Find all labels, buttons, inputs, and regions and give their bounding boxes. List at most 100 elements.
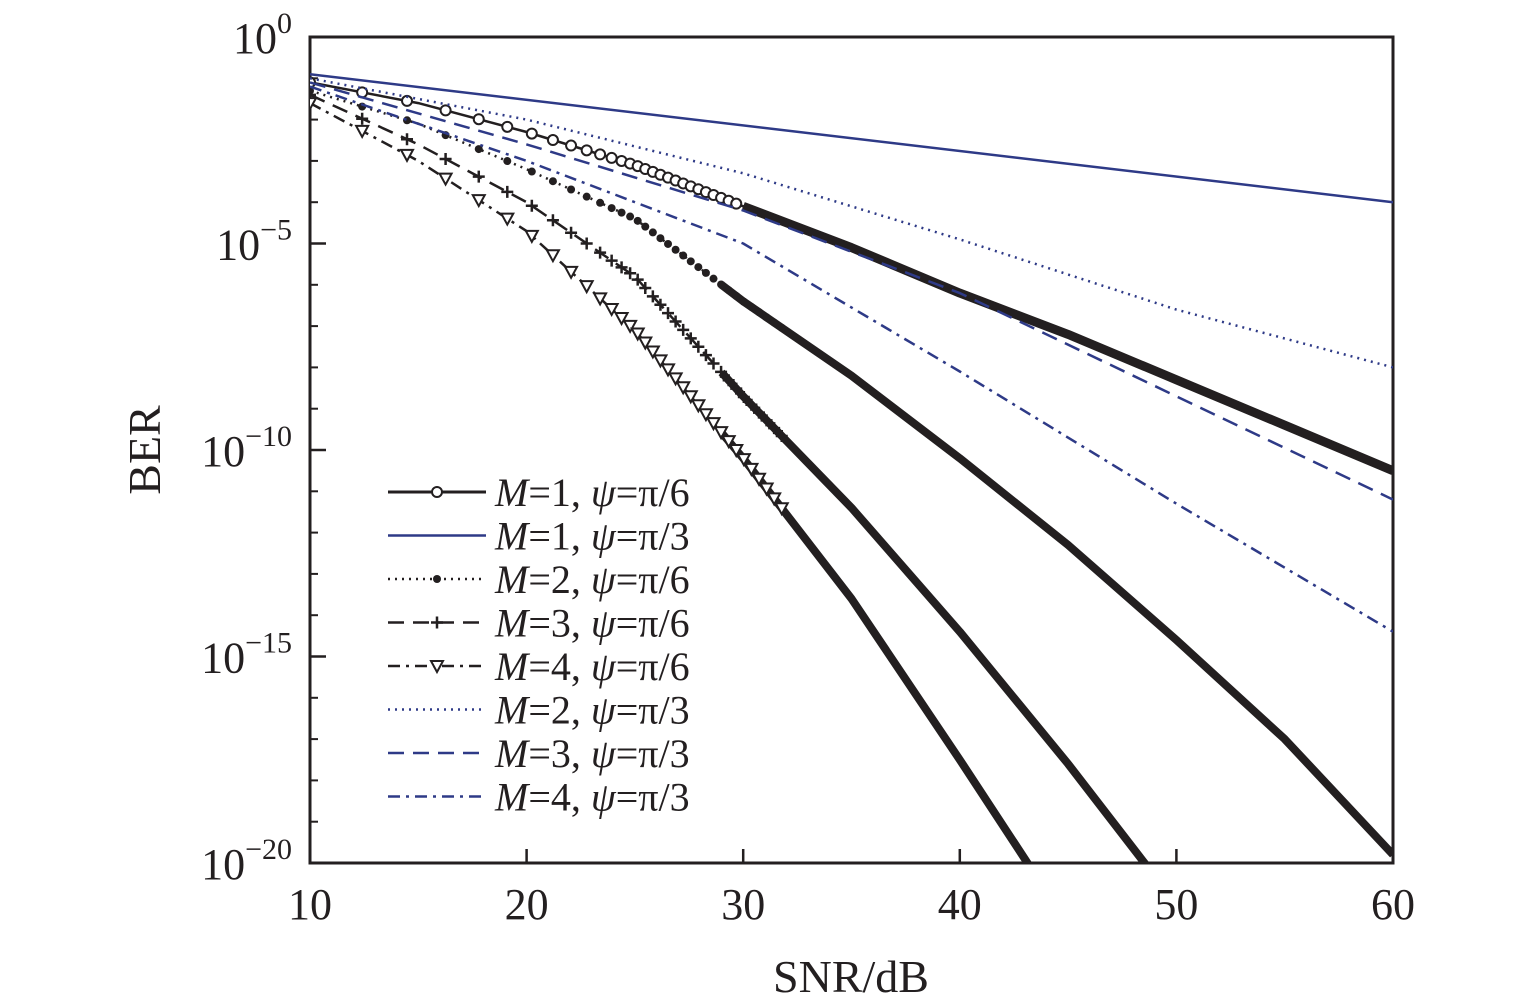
data-point <box>754 308 763 317</box>
data-point <box>762 313 771 322</box>
series-line <box>310 77 1393 369</box>
data-point <box>671 245 680 254</box>
data-point <box>605 254 618 267</box>
data-point <box>645 345 661 360</box>
data-point <box>603 302 620 318</box>
data-point <box>770 318 779 327</box>
data-point <box>675 381 691 396</box>
legend-label: M=2, ψ=π/3 <box>494 688 690 733</box>
data-point <box>728 444 744 459</box>
data-point <box>594 246 607 259</box>
data-point <box>656 234 665 243</box>
data-point <box>615 261 628 274</box>
series-line <box>310 89 1393 856</box>
data-point <box>437 172 454 187</box>
data-point <box>732 292 741 301</box>
data-point <box>613 312 630 327</box>
series-4 <box>310 88 1150 863</box>
data-point <box>709 274 718 283</box>
data-point <box>730 197 743 210</box>
x-tick-label: 50 <box>1154 880 1198 929</box>
series-dense-trace <box>718 369 1150 863</box>
series-6 <box>310 77 1393 369</box>
data-point <box>705 417 722 432</box>
data-point <box>774 502 790 517</box>
series-line <box>310 101 1029 863</box>
data-point <box>654 298 667 311</box>
data-point <box>633 216 642 225</box>
data-point <box>525 127 538 140</box>
data-point <box>501 185 514 198</box>
legend-item: M=3, ψ=π/6 <box>388 601 690 646</box>
series-line <box>310 81 1393 501</box>
data-point <box>724 286 733 295</box>
data-point <box>626 212 635 221</box>
legend-label: M=2, ψ=π/6 <box>494 557 690 602</box>
y-tick-label: 10−10 <box>201 420 292 476</box>
data-point <box>429 660 445 675</box>
series-7 <box>310 81 1393 501</box>
series-dense-trace <box>741 202 1393 475</box>
legend-item: M=2, ψ=π/6 <box>388 557 690 602</box>
data-point <box>582 192 591 201</box>
data-point <box>683 390 699 405</box>
data-point <box>646 290 659 303</box>
data-point <box>596 198 605 207</box>
series-dense-trace <box>719 281 1393 858</box>
legend-label: M=4, ψ=π/6 <box>494 644 690 689</box>
x-tick-label: 20 <box>505 880 549 929</box>
data-point <box>692 340 705 353</box>
data-point <box>501 120 514 133</box>
data-point <box>743 462 760 477</box>
plot-frame <box>308 35 1395 865</box>
data-point <box>310 97 318 112</box>
data-point <box>694 263 703 272</box>
data-point <box>354 124 370 140</box>
data-point <box>525 199 538 212</box>
series-line <box>310 81 1393 472</box>
data-point <box>715 365 728 378</box>
data-point <box>624 267 637 280</box>
x-tick-label: 40 <box>938 880 982 929</box>
data-point <box>563 265 579 280</box>
data-point <box>669 315 682 328</box>
data-point <box>648 228 657 237</box>
x-tick-label: 60 <box>1371 880 1415 929</box>
series-8 <box>310 85 1393 633</box>
series-line <box>310 85 1393 633</box>
data-point <box>690 399 707 414</box>
data-point <box>758 482 775 497</box>
data-point <box>594 148 607 161</box>
data-point <box>639 282 652 295</box>
legend-item: M=4, ψ=π/3 <box>388 775 690 820</box>
data-point <box>545 249 561 264</box>
data-point <box>546 134 559 147</box>
data-point <box>701 268 710 277</box>
data-point <box>664 239 673 248</box>
legend-label: M=3, ψ=π/3 <box>494 731 690 776</box>
data-point <box>356 112 369 125</box>
data-point <box>699 349 712 362</box>
legend-label: M=1, ψ=π/3 <box>494 514 690 559</box>
legend-item: M=1, ψ=π/3 <box>388 514 690 559</box>
data-point <box>471 194 487 209</box>
legend-item: M=1, ψ=π/6 <box>388 470 690 515</box>
data-point <box>431 486 443 498</box>
y-tick-label: 100 <box>233 7 292 63</box>
data-point <box>745 398 758 411</box>
data-point <box>679 251 688 260</box>
data-point <box>698 408 714 423</box>
data-point <box>660 363 676 378</box>
data-point <box>630 327 646 342</box>
legend: M=1, ψ=π/6M=1, ψ=π/3M=2, ψ=π/6M=3, ψ=π/6… <box>388 470 690 820</box>
data-point <box>524 229 540 244</box>
legend-label: M=1, ψ=π/6 <box>494 470 690 515</box>
series-2 <box>310 72 1393 204</box>
data-point <box>684 332 697 345</box>
data-point <box>401 133 414 146</box>
x-axis-title: SNR/dB <box>773 951 929 1002</box>
data-point <box>722 374 735 387</box>
data-point <box>739 297 748 306</box>
data-point <box>641 222 650 231</box>
